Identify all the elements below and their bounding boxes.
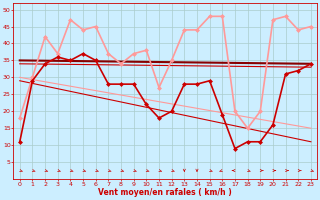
X-axis label: Vent moyen/en rafales ( km/h ): Vent moyen/en rafales ( km/h ) [99, 188, 232, 197]
